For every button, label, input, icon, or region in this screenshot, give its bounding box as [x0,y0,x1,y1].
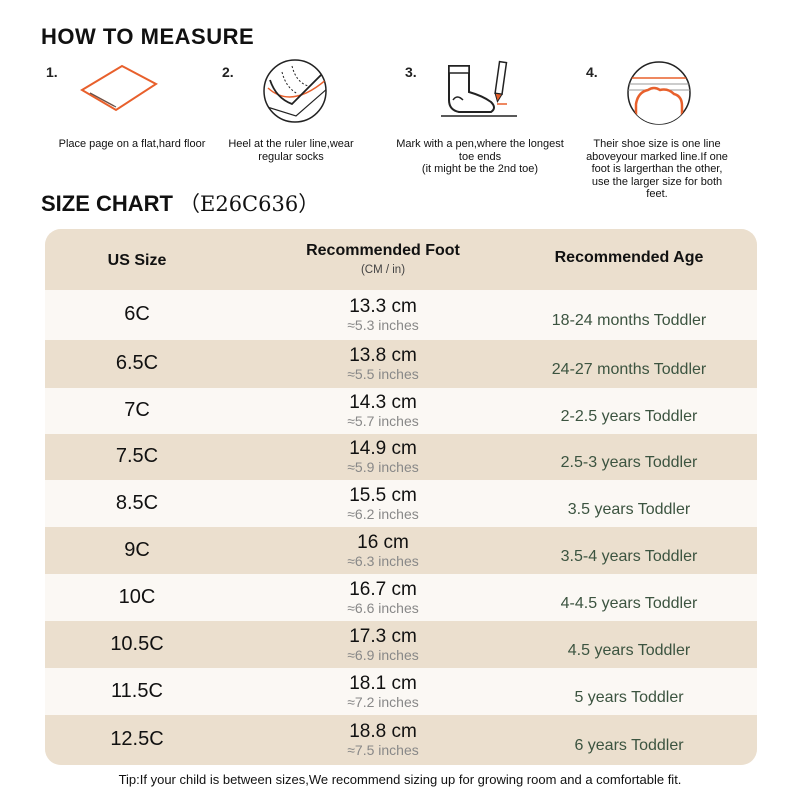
cell-recommended-age: 18-24 months Toddler [551,312,707,329]
size-chart-label: SIZE CHART [41,191,173,216]
cell-recommended-foot: 14.3 cm ≈5.7 inches [309,392,457,430]
cell-recommended-foot: 14.9 cm ≈5.9 inches [309,438,457,476]
sock-and-pen-icon [441,60,517,117]
foot-length-inches: ≈6.3 inches [347,552,419,569]
foot-length-inches: ≈6.9 inches [347,646,419,663]
step-caption: Mark with a pen,where the longest toe en… [395,138,565,176]
product-code: （E26C636） [179,192,320,216]
foot-length-inches: ≈5.5 inches [347,366,419,382]
step-caption: Their shoe size is one line aboveyour ma… [586,138,728,200]
foot-length-cm: 14.3 cm [349,392,417,413]
foot-length-cm: 16 cm [357,531,409,553]
cell-recommended-foot: 18.1 cm ≈7.2 inches [309,672,457,710]
cell-recommended-age: 3.5 years Toddler [567,500,691,518]
cell-us-size: 10C [118,585,156,608]
cell-recommended-age: 3.5-4 years Toddler [560,547,698,565]
foot-length-cm: 18.1 cm [349,672,417,694]
foot-length-cm: 15.5 cm [349,484,417,506]
foot-length-inches: ≈7.2 inches [347,693,419,710]
foot-length-inches: ≈5.9 inches [347,459,419,475]
foot-length-inches: ≈6.6 inches [347,599,419,616]
cell-recommended-foot: 15.5 cm ≈6.2 inches [309,484,457,522]
table-row: 6C 13.3 cm ≈5.3 inches 18-24 months Toddler [45,290,757,340]
foot-length-inches: ≈7.5 inches [347,742,419,758]
table-row: 11.5C 18.1 cm ≈7.2 inches 5 years Toddler [45,668,757,715]
cell-us-size: 12.5C [110,728,164,750]
step-number: 3. [405,64,417,80]
table-row: 10.5C 17.3 cm ≈6.9 inches 4.5 years Toddler [45,621,757,668]
foot-length-inches: ≈5.7 inches [347,413,419,429]
cell-recommended-age: 4.5 years Toddler [567,641,691,659]
table-row: 8.5C 15.5 cm ≈6.2 inches 3.5 years Toddler [45,480,757,527]
step-caption: Place page on a flat,hard floor [58,138,206,150]
header-recommended-foot: Recommended Foot (CM / in) [275,242,491,276]
cell-us-size: 8.5C [115,491,159,514]
table-row: 7C 14.3 cm ≈5.7 inches 2-2.5 years Toddler [45,388,757,434]
foot-length-inches: ≈6.2 inches [347,505,419,522]
cell-us-size: 7.5C [115,445,159,467]
heel-on-ruler-icon [263,59,327,123]
header-foot-label: Recommended Foot [306,242,460,259]
step-number: 1. [46,64,58,80]
cell-recommended-foot: 16 cm ≈6.3 inches [309,531,457,569]
cell-us-size: 7C [124,399,150,421]
cell-recommended-age: 5 years Toddler [574,688,684,706]
cell-us-size: 10.5C [110,632,164,655]
how-to-measure-title: HOW TO MEASURE [41,24,255,49]
cell-recommended-age: 4-4.5 years Toddler [560,594,698,612]
foot-length-cm: 13.8 cm [349,345,417,366]
foot-length-cm: 18.8 cm [349,721,417,742]
toe-on-lines-icon [627,61,691,125]
cell-recommended-age: 2-2.5 years Toddler [560,408,698,425]
table-header: US Size Recommended Foot (CM / in) Recom… [45,229,757,290]
header-recommended-age: Recommended Age [554,249,704,266]
cell-recommended-foot: 17.3 cm ≈6.9 inches [309,625,457,663]
cell-us-size: 6C [124,303,150,325]
cell-recommended-age: 2.5-3 years Toddler [560,454,698,471]
foot-length-cm: 14.9 cm [349,438,417,459]
cell-recommended-age: 24-27 months Toddler [551,361,707,378]
table-row: 9C 16 cm ≈6.3 inches 3.5-4 years Toddler [45,527,757,574]
header-foot-units: (CM / in) [360,264,406,276]
paper-on-floor-icon [80,64,158,112]
step-caption-text: Mark with a pen,where the longest toe en… [396,138,564,175]
sizing-tip: Tip:If your child is between sizes,We re… [118,772,682,787]
header-us-size: US Size [107,252,167,269]
foot-length-cm: 17.3 cm [349,625,417,647]
foot-length-cm: 16.7 cm [349,578,417,600]
table-row: 7.5C 14.9 cm ≈5.9 inches 2.5-3 years Toddle… [45,434,757,480]
cell-us-size: 11.5C [111,679,163,702]
cell-recommended-foot: 13.3 cm ≈5.3 inches [309,296,457,334]
foot-length-cm: 13.3 cm [349,296,417,317]
step-number: 2. [222,64,234,80]
size-chart-title: SIZE CHART （E26C636） [41,188,319,218]
foot-length-inches: ≈5.3 inches [347,317,419,333]
cell-us-size: 6.5C [115,352,159,374]
step-number: 4. [586,64,598,80]
cell-recommended-foot: 16.7 cm ≈6.6 inches [309,578,457,616]
table-row: 10C 16.7 cm ≈6.6 inches 4-4.5 years Toddler [45,574,757,621]
cell-us-size: 9C [124,538,150,561]
table-row: 12.5C 18.8 cm ≈7.5 inches 6 years Toddler [45,715,757,765]
cell-recommended-foot: 13.8 cm ≈5.5 inches [309,345,457,383]
cell-recommended-foot: 18.8 cm ≈7.5 inches [309,721,457,759]
cell-recommended-age: 6 years Toddler [574,737,684,754]
step-caption: Heel at the ruler line,wear regular sock… [228,138,354,163]
table-row: 6.5C 13.8 cm ≈5.5 inches 24-27 months Toddl… [45,340,757,388]
size-chart-table: US Size Recommended Foot (CM / in) Recom… [45,229,757,765]
